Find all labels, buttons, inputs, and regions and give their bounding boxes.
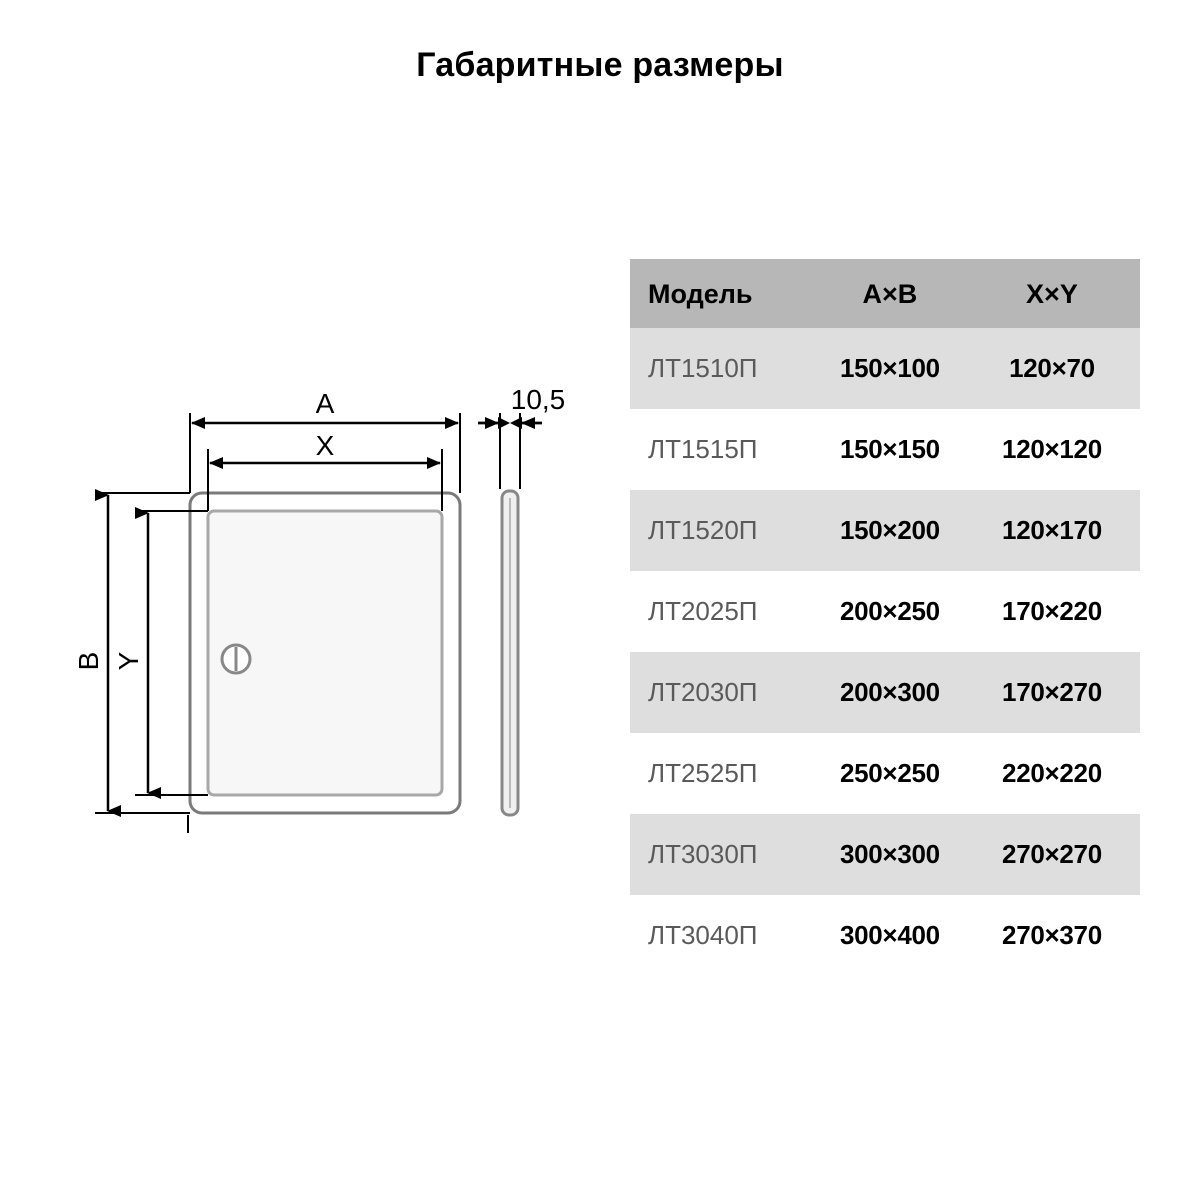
cell-ab: 200×300	[816, 652, 978, 733]
table-row: ЛТ2525П250×250220×220	[630, 733, 1140, 814]
cell-ab: 200×250	[816, 571, 978, 652]
dim-label-B: B	[73, 651, 104, 670]
cell-model: ЛТ3030П	[630, 814, 816, 895]
dim-label-Y: Y	[113, 651, 144, 670]
cell-ab: 150×150	[816, 409, 978, 490]
col-xy: X×Y	[978, 259, 1140, 328]
cell-ab: 300×400	[816, 895, 978, 976]
content-row: A X 10,5 B	[0, 85, 1200, 1200]
cell-model: ЛТ1520П	[630, 490, 816, 571]
cell-ab: 250×250	[816, 733, 978, 814]
cell-xy: 120×120	[978, 409, 1140, 490]
table-row: ЛТ1510П150×100120×70	[630, 328, 1140, 409]
cell-xy: 270×370	[978, 895, 1140, 976]
dim-label-A: A	[316, 388, 335, 419]
table-row: ЛТ2030П200×300170×270	[630, 652, 1140, 733]
cell-xy: 120×70	[978, 328, 1140, 409]
table-row: ЛТ1515П150×150120×120	[630, 409, 1140, 490]
cell-xy: 270×270	[978, 814, 1140, 895]
col-ab: A×B	[816, 259, 978, 328]
dimensions-table: Модель A×B X×Y ЛТ1510П150×100120×70ЛТ151…	[630, 259, 1140, 976]
dim-label-X: X	[316, 430, 335, 461]
cell-model: ЛТ1515П	[630, 409, 816, 490]
dimension-diagram: A X 10,5 B	[40, 363, 600, 923]
cell-ab: 150×100	[816, 328, 978, 409]
cell-ab: 150×200	[816, 490, 978, 571]
table-row: ЛТ2025П200×250170×220	[630, 571, 1140, 652]
page-title: Габаритные размеры	[0, 46, 1200, 85]
cell-xy: 170×220	[978, 571, 1140, 652]
cell-xy: 220×220	[978, 733, 1140, 814]
cell-model: ЛТ3040П	[630, 895, 816, 976]
table-row: ЛТ3040П300×400270×370	[630, 895, 1140, 976]
cell-model: ЛТ2030П	[630, 652, 816, 733]
table-row: ЛТ3030П300×300270×270	[630, 814, 1140, 895]
cell-model: ЛТ2525П	[630, 733, 816, 814]
cell-model: ЛТ2025П	[630, 571, 816, 652]
table-row: ЛТ1520П150×200120×170	[630, 490, 1140, 571]
col-model: Модель	[630, 259, 816, 328]
cell-ab: 300×300	[816, 814, 978, 895]
cell-model: ЛТ1510П	[630, 328, 816, 409]
cell-xy: 170×270	[978, 652, 1140, 733]
cell-xy: 120×170	[978, 490, 1140, 571]
dim-label-depth: 10,5	[511, 384, 566, 415]
table-header-row: Модель A×B X×Y	[630, 259, 1140, 328]
